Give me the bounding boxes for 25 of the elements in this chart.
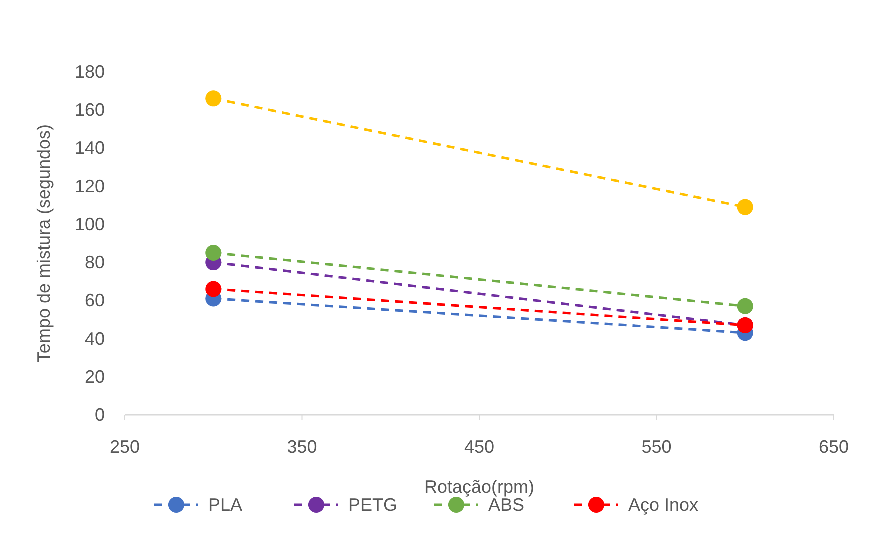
point [206,245,222,262]
y-tick-label: 100 [74,214,105,234]
x-tick-label: 550 [642,437,672,457]
point [206,90,222,107]
x-tick-label: 250 [110,437,140,457]
x-tick-label: 450 [464,437,495,457]
y-tick-label: 140 [74,138,105,158]
x-tick-label: 650 [818,437,850,457]
y-tick-label: 80 [84,252,105,273]
y-tick-label: 120 [74,176,105,196]
y-tick-label: 40 [84,328,105,349]
legend-label: PETG [348,495,398,515]
point [737,298,754,314]
y-tick-label: 20 [84,366,105,387]
y-axis-title: Tempo de mistura (segundos) [34,124,54,363]
point [737,199,754,216]
y-tick-label: 60 [84,290,105,311]
x-axis-title: Rotação(rpm) [424,477,535,497]
y-tick-label: 160 [74,100,105,120]
y-tick-label: 180 [74,62,105,82]
point [206,281,222,298]
legend-label: PLA [208,495,243,515]
x-tick-label: 350 [287,437,318,457]
y-tick-label: 0 [94,405,105,425]
legend-label: Aço Inox [628,495,699,515]
